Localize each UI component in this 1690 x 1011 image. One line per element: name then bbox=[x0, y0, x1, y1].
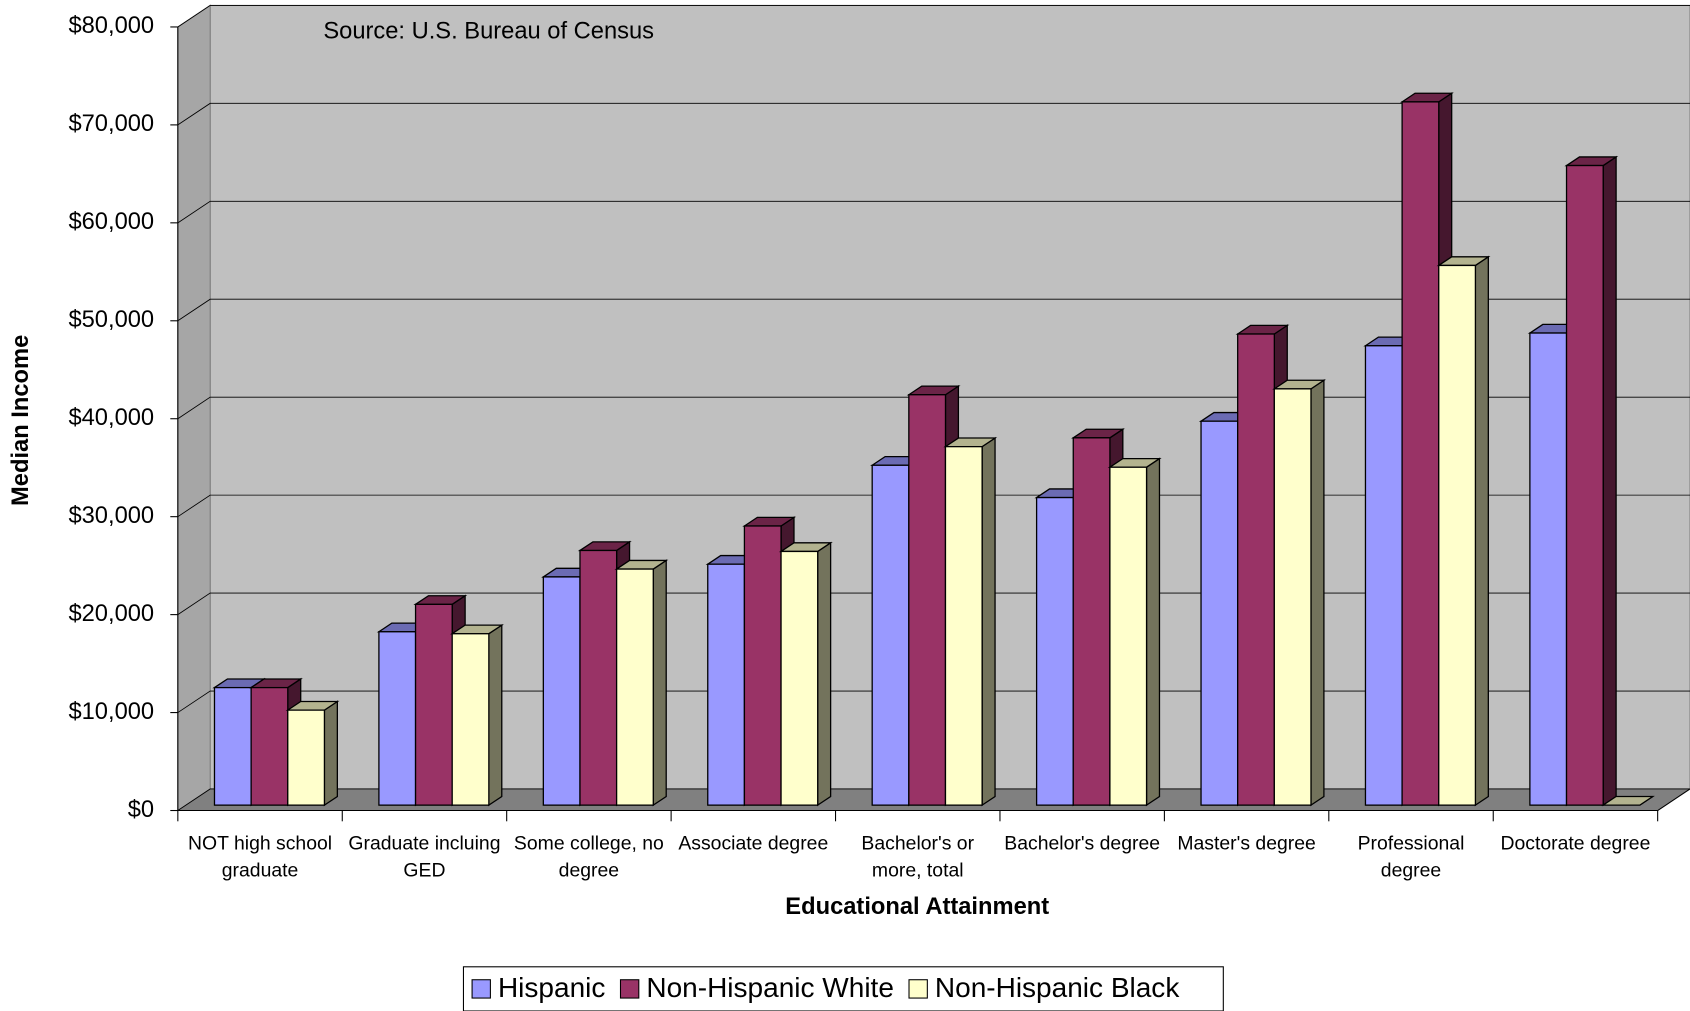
y-axis-title: Median Income bbox=[8, 335, 34, 506]
x-tick-label: Doctorate degree bbox=[1500, 832, 1651, 854]
x-tick-label-box: Doctorate degree bbox=[1500, 832, 1651, 854]
annotation: Source: U.S. Bureau of Census bbox=[323, 19, 654, 45]
y-tick-label: $10,000 bbox=[68, 699, 154, 725]
bar bbox=[1564, 155, 1619, 807]
x-tick-label-box: Bachelor's degree bbox=[1004, 832, 1161, 854]
bar-front bbox=[250, 686, 289, 806]
x-tick-label: Associate degree bbox=[678, 832, 829, 854]
legend-items: Hispanic Non-Hispanic White Non-Hispanic B… bbox=[471, 972, 1180, 1003]
bar-front bbox=[451, 633, 490, 806]
y-tick-label: $20,000 bbox=[68, 601, 154, 627]
bar-front bbox=[1273, 388, 1312, 806]
grid-line bbox=[177, 494, 1690, 518]
grid bbox=[177, 4, 1690, 811]
bar-front bbox=[542, 576, 581, 806]
grid-line bbox=[177, 4, 1690, 28]
y-tick-label: $60,000 bbox=[68, 209, 154, 235]
bar-front bbox=[871, 464, 910, 806]
bar-side bbox=[1474, 255, 1489, 807]
bar-side bbox=[652, 559, 667, 807]
bar-side bbox=[1310, 379, 1325, 807]
grid-line bbox=[177, 298, 1690, 322]
legend-swatch bbox=[471, 979, 491, 999]
x-tick-label: NOT high school graduate bbox=[187, 832, 333, 881]
x-tick-label-box: Bachelor's or more, total bbox=[861, 832, 975, 881]
bar-front bbox=[287, 709, 326, 806]
bar bbox=[1601, 795, 1655, 806]
bar-front bbox=[1109, 466, 1148, 806]
legend-swatch bbox=[908, 979, 928, 999]
x-tick-label: Bachelor's or more, total bbox=[861, 832, 975, 881]
bar-front bbox=[1237, 333, 1275, 806]
x-tick-label-box: Some college, no degree bbox=[513, 832, 664, 881]
bar-front bbox=[378, 631, 417, 806]
bar-side bbox=[1145, 457, 1161, 807]
y-tick-label: $0 bbox=[128, 797, 154, 823]
bar-front bbox=[944, 446, 983, 806]
bar-top bbox=[1601, 795, 1655, 806]
grid-line bbox=[177, 102, 1690, 126]
legend-label: Non-Hispanic Black bbox=[935, 972, 1180, 1003]
bar-front bbox=[213, 686, 252, 806]
y-tick-label: $50,000 bbox=[68, 307, 154, 333]
bar-front bbox=[1565, 164, 1604, 806]
x-tick-label-box: NOT high school graduate bbox=[187, 832, 333, 881]
bar-side bbox=[981, 436, 996, 807]
x-tick-label-box: Master's degree bbox=[1177, 832, 1316, 854]
bar-side bbox=[1602, 155, 1617, 807]
bar-front bbox=[579, 549, 618, 806]
bar bbox=[1436, 255, 1491, 807]
grid-line bbox=[177, 690, 1690, 713]
bar-front bbox=[414, 603, 453, 806]
bar bbox=[1107, 457, 1162, 807]
x-tick-label: Professional degree bbox=[1357, 832, 1465, 881]
x-axis-title: Educational Attainment bbox=[785, 894, 1049, 920]
bar-front bbox=[1438, 264, 1477, 806]
bar-side bbox=[817, 541, 832, 807]
grid-line bbox=[177, 788, 1690, 811]
bar-front bbox=[1364, 345, 1403, 806]
x-tick-label-box: Professional degree bbox=[1357, 832, 1465, 881]
bar bbox=[614, 559, 669, 807]
bar-front bbox=[1200, 420, 1239, 806]
y-tick-label: $70,000 bbox=[68, 111, 154, 137]
bar-front bbox=[743, 525, 782, 806]
grid-line bbox=[177, 396, 1690, 420]
x-tick-label: Some college, no degree bbox=[513, 832, 664, 881]
bars bbox=[212, 92, 1655, 807]
y-tick-label: $40,000 bbox=[68, 405, 154, 431]
legend-swatch bbox=[619, 979, 640, 999]
y-tick-label: $80,000 bbox=[68, 13, 154, 39]
x-tick-label-box: Associate degree bbox=[678, 832, 829, 854]
floor-edge bbox=[1657, 788, 1690, 811]
bar bbox=[1272, 379, 1327, 807]
bar-front bbox=[707, 563, 746, 806]
legend bbox=[462, 966, 1224, 1011]
bar bbox=[285, 700, 340, 807]
legend-label: Non-Hispanic White bbox=[646, 972, 894, 1003]
bar bbox=[943, 436, 998, 807]
bar-front bbox=[780, 550, 819, 806]
y-tick-label: $30,000 bbox=[68, 503, 154, 529]
grid-line bbox=[177, 592, 1690, 615]
bar-front bbox=[615, 568, 654, 806]
legend-label: Hispanic bbox=[498, 972, 605, 1003]
bar-front bbox=[1529, 332, 1568, 806]
bar bbox=[450, 623, 504, 807]
bar-side bbox=[323, 700, 339, 807]
bar-front bbox=[908, 394, 947, 806]
bar-front bbox=[1035, 496, 1074, 806]
x-tick-label: Graduate incluing GED bbox=[348, 832, 501, 881]
bar-side bbox=[488, 623, 503, 807]
bar-front bbox=[1072, 437, 1111, 806]
bar-front bbox=[1401, 101, 1440, 806]
x-tick-label-box: Graduate incluing GED bbox=[348, 832, 501, 881]
bar bbox=[778, 541, 833, 807]
x-tick-label: Master's degree bbox=[1177, 832, 1316, 854]
x-tick-label: Bachelor's degree bbox=[1004, 832, 1161, 854]
grid-line bbox=[177, 200, 1690, 224]
